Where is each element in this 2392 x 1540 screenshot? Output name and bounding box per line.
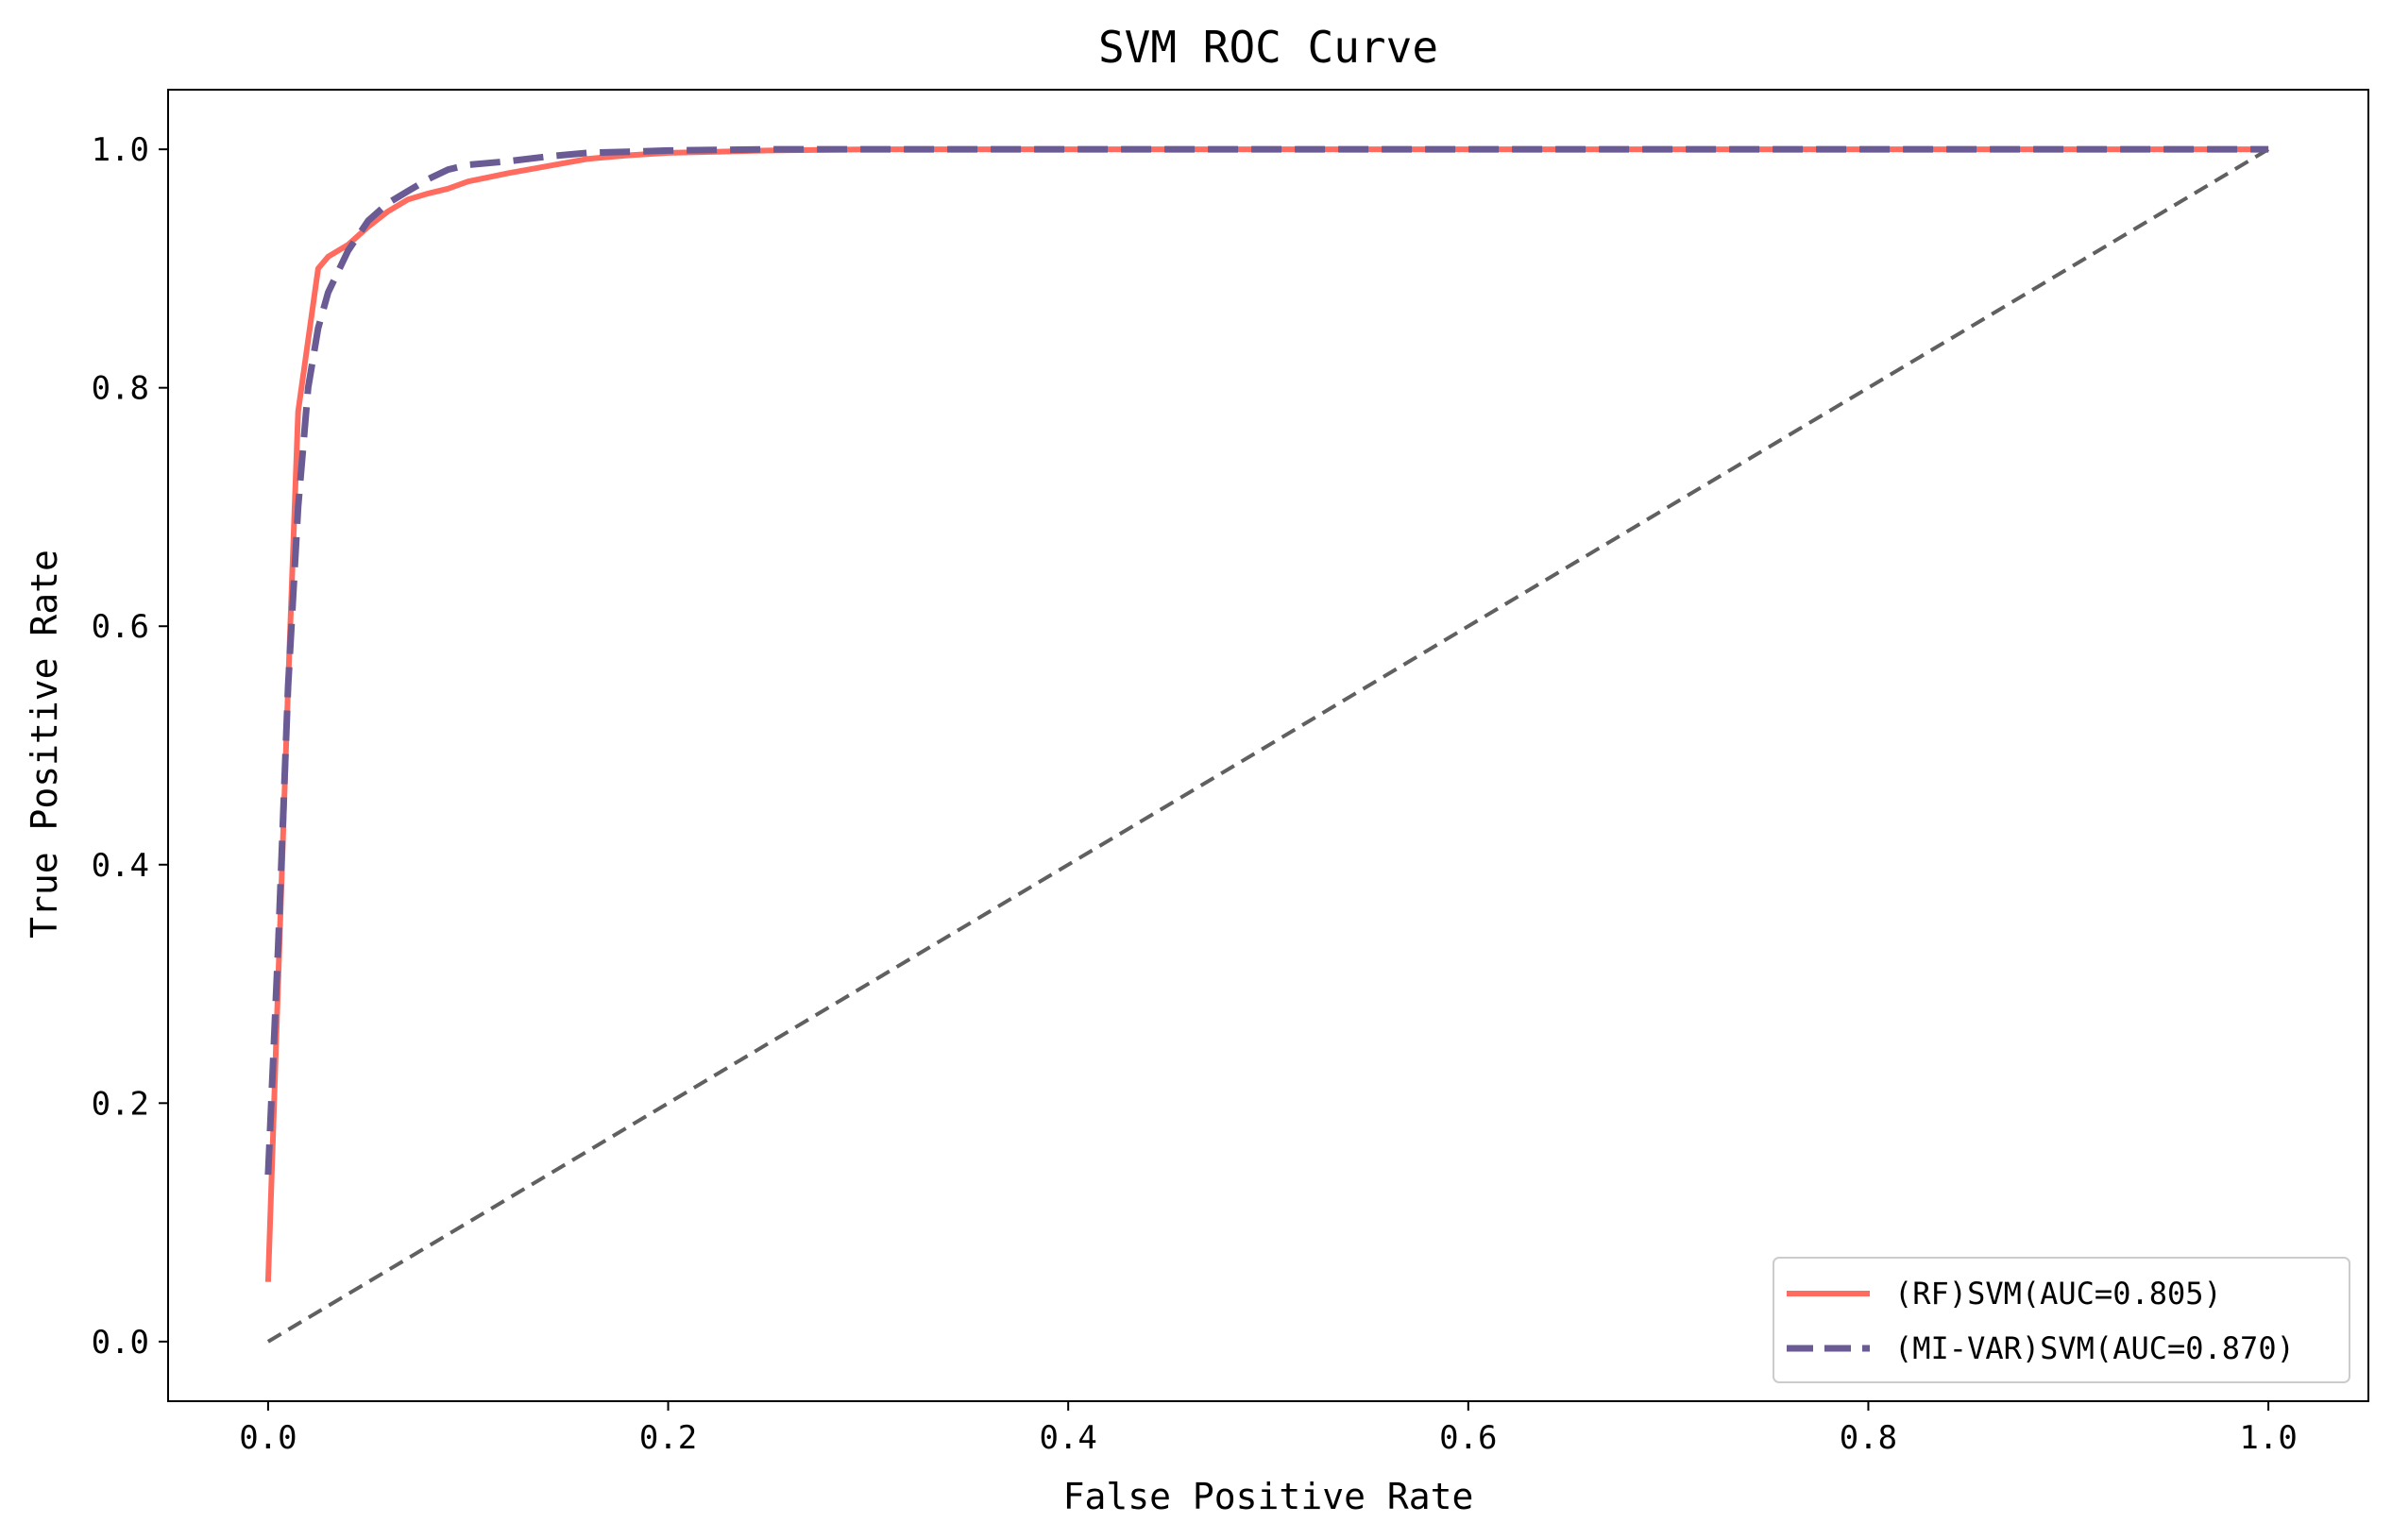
plot-lines — [264, 145, 2270, 1344]
x-axis-ticks: 0.0 0.2 0.4 0.6 0.8 1.0 — [239, 1401, 2298, 1457]
chance-diagonal-line — [266, 147, 2270, 1344]
x-tick-label: 0.6 — [1439, 1419, 1497, 1457]
x-tick-label: 0.2 — [639, 1419, 697, 1457]
y-tick-label: 0.0 — [92, 1324, 149, 1362]
legend-label: (MI-VAR)SVM(AUC=0.870) — [1894, 1330, 2295, 1366]
y-tick-label: 0.8 — [92, 370, 149, 408]
y-tick-label: 0.6 — [92, 608, 149, 646]
x-axis-label: False Positive Rate — [1063, 1476, 1474, 1517]
plot-frame — [167, 89, 2369, 1402]
y-axis-label: True Positive Rate — [24, 550, 65, 939]
legend-box — [1773, 1257, 2350, 1383]
x-tick-label: 0.4 — [1039, 1419, 1096, 1457]
chart-title: SVM ROC Curve — [1098, 22, 1438, 73]
y-axis-ticks: 0.0 0.2 0.4 0.6 0.8 1.0 — [92, 131, 168, 1362]
y-tick-label: 1.0 — [92, 131, 149, 169]
y-tick-label: 0.2 — [92, 1085, 149, 1123]
x-tick-label: 0.8 — [1840, 1419, 1897, 1457]
legend-label: (RF)SVM(AUC=0.805) — [1894, 1276, 2222, 1312]
x-tick-label: 0.0 — [239, 1419, 297, 1457]
x-tick-label: 1.0 — [2239, 1419, 2297, 1457]
roc-line-mi-var-svm — [264, 145, 2269, 1176]
legend: (RF)SVM(AUC=0.805) (MI-VAR)SVM(AUC=0.870) — [1773, 1257, 2350, 1383]
y-tick-label: 0.4 — [92, 847, 149, 885]
